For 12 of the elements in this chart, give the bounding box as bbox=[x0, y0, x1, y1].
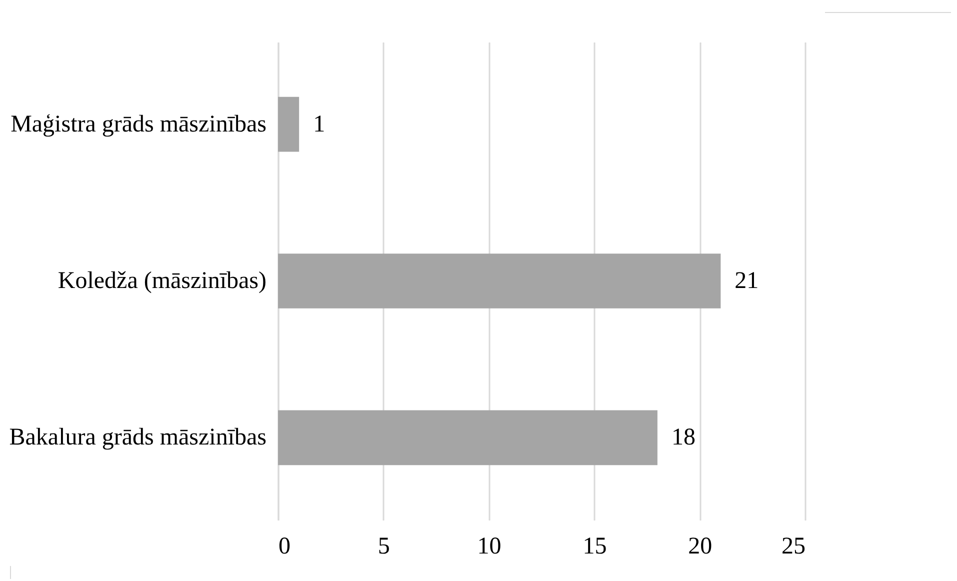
y-tick-label: Koledža (māszinības) bbox=[58, 268, 266, 294]
x-tick-label: 15 bbox=[582, 534, 607, 560]
x-tick-label: 20 bbox=[688, 534, 712, 560]
y-tick-label: Maģistra grāds māszinības bbox=[10, 111, 266, 138]
data-label: 21 bbox=[734, 268, 759, 294]
x-tick-label: 10 bbox=[477, 534, 502, 560]
y-tick-label: Bakalura grāds māszinības bbox=[9, 424, 266, 451]
data-label: 1 bbox=[313, 111, 326, 138]
data-label: 18 bbox=[671, 424, 696, 451]
x-tick-label: 5 bbox=[378, 534, 390, 560]
x-tick-label: 25 bbox=[782, 534, 806, 560]
x-tick-label: 0 bbox=[278, 534, 290, 560]
